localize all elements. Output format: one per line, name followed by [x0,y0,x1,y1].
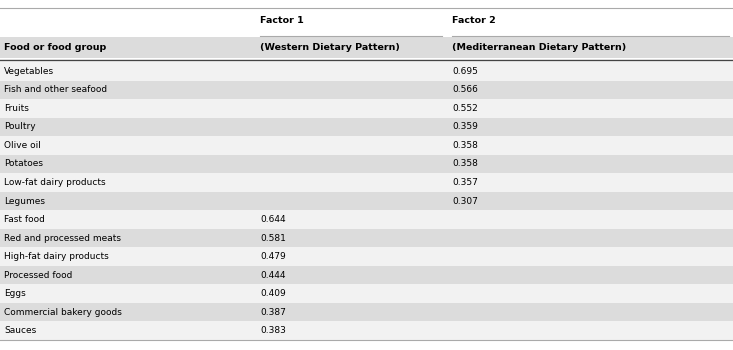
Text: 0.358: 0.358 [452,160,478,168]
Text: 0.409: 0.409 [260,289,286,298]
Text: Fast food: Fast food [4,215,45,224]
Text: 0.566: 0.566 [452,85,478,94]
FancyBboxPatch shape [0,303,733,321]
Text: 0.552: 0.552 [452,104,478,113]
Text: (Mediterranean Dietary Pattern): (Mediterranean Dietary Pattern) [452,43,626,52]
FancyBboxPatch shape [0,62,733,80]
FancyBboxPatch shape [0,210,733,229]
Text: Poultry: Poultry [4,122,36,131]
Text: Potatoes: Potatoes [4,160,43,168]
Text: Vegetables: Vegetables [4,67,54,76]
Text: Red and processed meats: Red and processed meats [4,233,121,243]
Text: 0.357: 0.357 [452,178,478,187]
FancyBboxPatch shape [0,173,733,192]
Text: Fruits: Fruits [4,104,29,113]
Text: Olive oil: Olive oil [4,141,41,150]
Text: Fish and other seafood: Fish and other seafood [4,85,107,94]
FancyBboxPatch shape [0,285,733,303]
Text: 0.383: 0.383 [260,326,286,335]
Text: Factor 1: Factor 1 [260,16,303,25]
Text: Food or food group: Food or food group [4,43,106,52]
Text: 0.695: 0.695 [452,67,478,76]
FancyBboxPatch shape [0,118,733,136]
Text: Processed food: Processed food [4,271,73,280]
FancyBboxPatch shape [0,37,733,58]
Text: 0.581: 0.581 [260,233,286,243]
Text: Sauces: Sauces [4,326,36,335]
Text: 0.644: 0.644 [260,215,286,224]
FancyBboxPatch shape [0,229,733,247]
FancyBboxPatch shape [0,80,733,99]
Text: Low-fat dairy products: Low-fat dairy products [4,178,106,187]
Text: 0.479: 0.479 [260,252,286,261]
Text: Legumes: Legumes [4,196,45,205]
Text: 0.387: 0.387 [260,308,286,317]
Text: Commercial bakery goods: Commercial bakery goods [4,308,122,317]
FancyBboxPatch shape [0,99,733,118]
FancyBboxPatch shape [0,136,733,155]
FancyBboxPatch shape [0,247,733,266]
FancyBboxPatch shape [0,321,733,340]
Text: Eggs: Eggs [4,289,26,298]
Text: 0.358: 0.358 [452,141,478,150]
Text: 0.307: 0.307 [452,196,478,205]
FancyBboxPatch shape [0,192,733,210]
Text: (Western Dietary Pattern): (Western Dietary Pattern) [260,43,400,52]
Text: Factor 2: Factor 2 [452,16,496,25]
Text: High-fat dairy products: High-fat dairy products [4,252,108,261]
Text: 0.359: 0.359 [452,122,478,131]
Text: 0.444: 0.444 [260,271,285,280]
FancyBboxPatch shape [0,155,733,173]
FancyBboxPatch shape [0,266,733,285]
